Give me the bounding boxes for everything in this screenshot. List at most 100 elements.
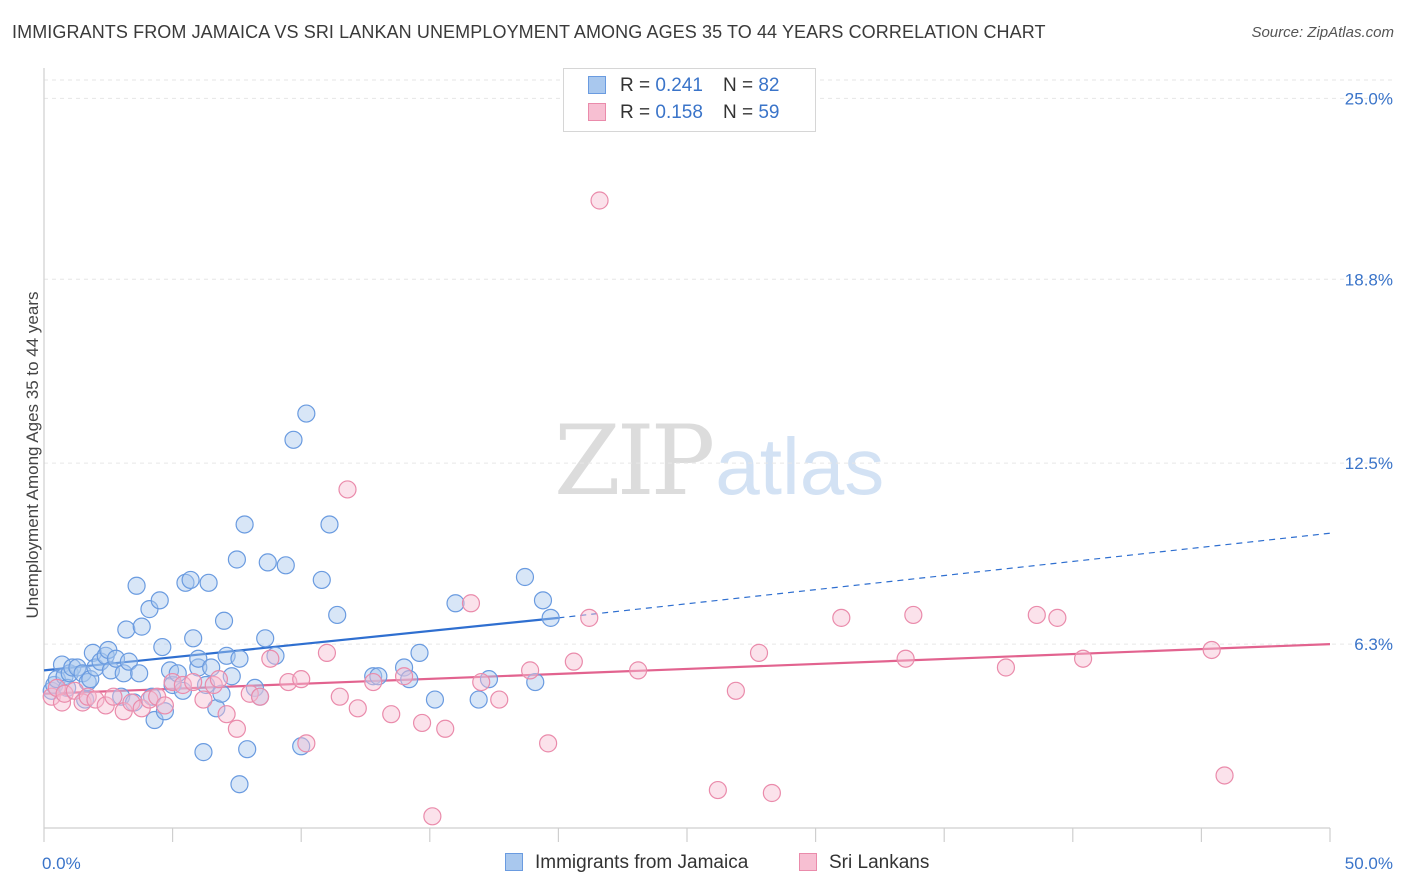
bottom-legend-jamaica: Immigrants from Jamaica [505,852,748,874]
legend-swatch-pink [588,103,606,121]
source-label: Source: ZipAtlas.com [1251,24,1394,41]
bottom-legend-swatch-pink [799,853,817,871]
trend-line-jamaica [43,616,559,672]
data-point-jamaica [297,404,316,423]
data-point-jamaica [78,672,97,692]
data-point-jamaica [400,670,419,689]
data-point-srilankan [240,684,259,703]
data-point-srilankan [423,807,442,826]
data-point-srilankan [394,667,414,686]
data-point-jamaica [132,617,151,636]
data-point-jamaica [176,573,195,592]
data-point-jamaica [227,550,246,569]
data-point-jamaica [526,672,545,692]
data-point-srilankan [227,719,246,738]
data-point-srilankan [292,670,311,689]
data-point-srilankan [382,705,401,724]
legend: R = 0.241 N = 82 R = 0.158 N = 59 [563,68,816,132]
bottom-legend: Immigrants from Jamaica Sri Lankans [0,852,1406,878]
gridlines [44,79,1395,645]
legend-n-label: N = [722,102,754,123]
y-tick-label: 25.0% [1345,89,1393,108]
data-point-jamaica [68,658,87,677]
data-point-srilankan [904,605,923,625]
data-point-srilankan [338,480,357,499]
data-point-srilankan [348,699,367,718]
legend-swatch-blue [588,76,606,94]
watermark-atlas: atlas [715,422,885,511]
data-point-srilankan [250,687,270,706]
data-point-srilankan [1202,640,1221,660]
data-point-jamaica [214,611,234,630]
data-point-jamaica [469,690,488,709]
data-point-jamaica [410,643,429,662]
y-axis-label: Unemployment Among Ages 35 to 44 years [23,292,42,619]
data-point-jamaica [364,667,383,686]
legend-r-label: R = [620,75,651,96]
data-point-jamaica [230,649,249,668]
data-point-srilankan [1073,649,1093,668]
data-point-jamaica [425,690,445,709]
bottom-legend-srilankans: Sri Lankans [799,852,929,874]
y-tick-label: 18.8% [1345,270,1393,289]
data-point-srilankan [472,672,491,692]
data-point-jamaica [119,652,138,671]
data-point-srilankan [1048,608,1067,627]
data-point-srilankan [490,690,509,709]
data-point-jamaica [127,576,146,595]
data-point-jamaica [541,608,560,627]
data-point-jamaica [533,591,553,610]
data-point-jamaica [292,737,311,756]
data-point-srilankan [629,661,648,680]
data-point-srilankan [184,672,203,692]
x-tick-label: 0.0% [42,854,81,873]
data-point-srilankan [521,661,540,680]
data-point-jamaica [328,605,347,625]
data-point-srilankan [996,658,1016,677]
data-point-srilankan [1215,766,1234,785]
data-point-srilankan [122,693,141,712]
data-point-jamaica [114,664,133,683]
data-point-srilankan [173,675,192,695]
data-point-srilankan [163,672,182,692]
bottom-legend-swatch-blue [505,853,523,871]
data-point-srilankan [217,705,236,724]
data-point-srilankan [155,696,174,715]
trend-extension-jamaica [558,532,1331,619]
legend-r-value: 0.158 [655,102,703,123]
data-point-srilankan [104,687,123,706]
data-point-jamaica [86,658,105,677]
data-point-jamaica [81,670,100,689]
legend-r-label: R = [620,102,651,123]
data-point-srilankan [261,649,280,668]
data-point-srilankan [297,734,316,753]
data-point-jamaica [312,570,331,590]
data-point-srilankan [461,594,481,613]
data-point-jamaica [181,570,200,590]
data-point-jamaica [153,637,172,657]
data-point-srilankan [204,675,223,695]
data-point-jamaica [320,515,339,534]
bottom-legend-label: Immigrants from Jamaica [535,852,749,873]
x-tick-label: 50.0% [1345,854,1393,873]
legend-row-srilankans: R = 0.158 N = 59 [588,102,779,126]
chart-title: IMMIGRANTS FROM JAMAICA VS SRI LANKAN UN… [12,22,1046,42]
legend-n-value: 82 [758,75,780,96]
data-point-srilankan [194,690,213,709]
data-point-srilankan [590,191,609,210]
data-point-jamaica [446,594,465,613]
data-point-srilankan [364,672,383,692]
legend-row-jamaica: R = 0.241 N = 82 [588,75,779,99]
tick-labels: 6.3% 12.5% 18.8% 25.0% 0.0% 50.0% [42,89,1393,873]
y-tick-label: 12.5% [1345,454,1393,473]
data-point-jamaica [256,629,275,648]
bottom-legend-label: Sri Lankans [829,852,930,873]
data-point-jamaica [189,649,208,668]
data-point-jamaica [130,664,149,683]
data-point-jamaica [230,775,249,794]
data-point-srilankan [1027,605,1046,625]
data-point-srilankan [412,713,432,733]
data-point-jamaica [515,567,535,587]
data-point-jamaica [117,620,136,639]
